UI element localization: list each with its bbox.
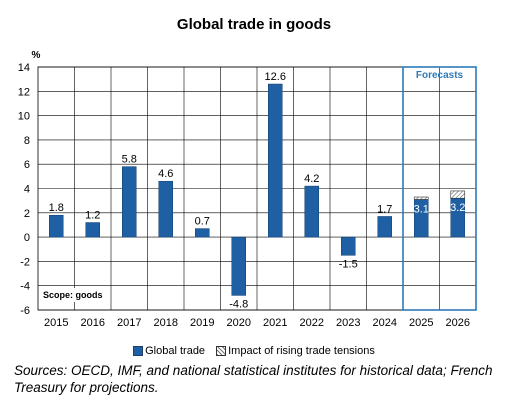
y-tick-label: -4 — [20, 281, 30, 293]
bar-global-trade-2020 — [231, 236, 246, 296]
data-label-2016: 1.2 — [85, 210, 100, 222]
bar-global-trade-2021 — [268, 83, 283, 238]
y-axis-unit: % — [32, 50, 41, 61]
x-tick-label-2023: 2023 — [336, 317, 360, 329]
y-tick-label: 12 — [18, 86, 30, 98]
forecast-box — [402, 66, 477, 311]
bar-global-trade-2023 — [341, 236, 356, 256]
data-label-2024: 1.7 — [377, 203, 392, 215]
x-tick-label-2020: 2020 — [227, 317, 251, 329]
bar-global-trade-2024 — [377, 216, 392, 238]
forecast-label: Forecasts — [416, 70, 464, 81]
source-note: Sources: OECD, IMF, and national statist… — [14, 363, 493, 395]
data-label-2018: 4.6 — [158, 168, 173, 180]
bar-global-trade-2017 — [122, 166, 137, 238]
y-tick-label: 10 — [18, 111, 30, 123]
chart: -6 -4 -2 0 2 4 6 8 10 12 14% Forecasts 1.8 2015 1.2 201… — [18, 50, 477, 329]
x-tick-label-2018: 2018 — [154, 317, 178, 329]
legend-item-trade-tensions: Impact of rising trade tensions — [216, 345, 375, 357]
y-tick-label: 6 — [24, 159, 30, 171]
x-tick-label-2019: 2019 — [190, 317, 214, 329]
bar-global-trade-2015 — [49, 214, 64, 238]
y-tick-label: 0 — [24, 232, 30, 244]
x-tick-label-2026: 2026 — [446, 317, 470, 329]
chart-title: Global trade in goods — [176, 16, 332, 33]
data-label-2022: 4.2 — [304, 173, 319, 185]
data-label-2026: 3.2 — [450, 202, 465, 214]
x-tick-label-2017: 2017 — [117, 317, 141, 329]
x-tick-label-2016: 2016 — [81, 317, 105, 329]
data-label-2021: 12.6 — [265, 71, 286, 83]
bar-trade-tensions-2025 — [413, 196, 429, 200]
y-tick-label: 4 — [24, 184, 30, 196]
x-tick-label-2025: 2025 — [409, 317, 433, 329]
legend-label-trade-tensions: Impact of rising trade tensions — [228, 345, 375, 357]
data-label-2020: -4.8 — [229, 298, 248, 310]
legend-item-global-trade: Global trade — [133, 345, 205, 357]
bar-global-trade-2019 — [195, 228, 210, 238]
y-tick-label: -6 — [20, 305, 30, 317]
x-tick-label-2021: 2021 — [263, 317, 287, 329]
bar-global-trade-2018 — [158, 180, 173, 238]
legend-label-global-trade: Global trade — [145, 345, 206, 357]
scope-label-background — [40, 288, 106, 302]
data-label-2019: 0.7 — [195, 216, 210, 228]
bar-trade-tensions-2026 — [450, 190, 466, 199]
data-label-2025: 3.1 — [414, 203, 429, 215]
data-label-2017: 5.8 — [122, 154, 137, 166]
legend-swatch-global-trade — [133, 346, 144, 356]
bar-global-trade-2016 — [85, 222, 100, 238]
scope-label: Scope: goods — [43, 290, 103, 300]
data-label-2023: -1.5 — [339, 258, 358, 270]
x-tick-label-2022: 2022 — [300, 317, 324, 329]
bar-global-trade-2022 — [304, 185, 319, 238]
x-tick-label-2024: 2024 — [373, 317, 397, 329]
y-tick-label: 8 — [24, 135, 30, 147]
y-tick-label: 2 — [24, 208, 30, 220]
legend-swatch-trade-tensions — [216, 346, 227, 356]
y-tick-label: 14 — [18, 62, 30, 74]
legend: Global trade Impact of rising trade tens… — [0, 345, 508, 359]
x-tick-label-2015: 2015 — [44, 317, 68, 329]
data-label-2015: 1.8 — [49, 202, 64, 214]
y-tick-label: -2 — [20, 256, 30, 268]
